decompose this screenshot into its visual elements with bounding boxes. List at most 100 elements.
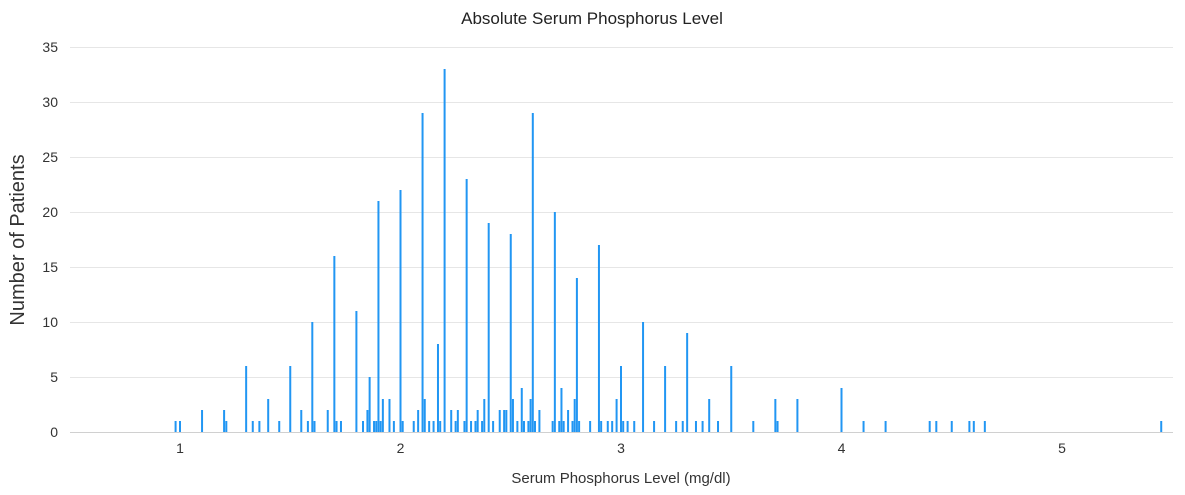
histogram-bar [487,223,490,432]
histogram-bar [573,399,576,432]
histogram-bar [633,421,636,432]
histogram-bar [463,421,466,432]
histogram-bar [694,421,697,432]
histogram-bar [289,366,292,432]
histogram-bar [840,388,843,432]
x-tick-label: 1 [176,440,184,456]
histogram-bar [470,421,473,432]
x-tick-label: 5 [1058,440,1066,456]
histogram-bar [509,234,512,432]
y-tick-label: 30 [42,94,58,110]
y-tick-label: 25 [42,149,58,165]
histogram-bar [562,421,565,432]
y-tick-label: 10 [42,314,58,330]
histogram-bar [983,421,986,432]
histogram-bar [423,399,426,432]
histogram-bar [615,399,618,432]
histogram-bar [774,399,777,432]
histogram-bar [567,410,570,432]
histogram-bar [333,256,336,432]
histogram-bar [225,421,228,432]
histogram-bar [456,410,459,432]
histogram-bar [179,421,181,432]
histogram-bar [439,421,442,432]
histogram-bar [935,421,938,432]
histogram-bar [412,421,415,432]
histogram-bar [377,201,380,432]
histogram-bar [928,421,931,432]
histogram-bar [381,399,384,432]
histogram-bar [335,421,338,432]
histogram-bar [538,410,541,432]
histogram-bar [520,388,523,432]
histogram-bar [454,421,457,432]
histogram-bar [531,113,534,432]
histogram-bar [366,410,369,432]
histogram-bar [339,421,342,432]
x-axis-title: Serum Phosphorus Level (mg/dl) [511,470,730,487]
histogram-bar [622,421,625,432]
histogram-bar [251,421,254,432]
histogram-bar [465,179,468,432]
histogram-bar [862,421,865,432]
x-axis-ticks: 1 2 3 4 5 [176,440,1066,456]
histogram-bar [481,421,484,432]
histogram-bar [245,366,248,432]
histogram-bar [362,421,365,432]
histogram-bar [511,399,514,432]
histogram-bar [527,421,530,432]
y-tick-label: 35 [42,39,58,55]
histogram-bar [589,421,592,432]
histogram-bar [534,421,536,432]
y-tick-label: 15 [42,259,58,275]
histogram-bar [553,212,556,432]
histogram-bar [681,421,684,432]
histogram-bar [505,410,508,432]
histogram-bar [311,322,314,432]
histogram-bar [730,366,733,432]
x-tick-label: 4 [838,440,846,456]
histogram-bar [300,410,303,432]
y-tick-label: 0 [50,424,58,440]
histogram-bar [436,344,439,432]
histogram-bar [664,366,667,432]
histogram-bar [578,421,581,432]
histogram-bar [474,421,477,432]
histogram-bar [373,421,376,432]
histogram-bar [522,421,525,432]
histogram-bar [796,399,799,432]
histogram-bar [417,410,420,432]
histogram-bar [642,322,645,432]
histogram-bar [776,421,779,432]
y-tick-label: 5 [50,369,58,385]
y-axis-ticks: 0 5 10 15 20 25 30 35 [42,39,58,440]
histogram-bar [201,410,204,432]
histogram-bar [450,410,453,432]
histogram-bar [401,421,404,432]
histogram-bar [653,421,656,432]
histogram-bar [600,421,603,432]
histogram-bar [611,421,614,432]
histogram-bar [428,421,431,432]
histogram-bar [306,421,309,432]
histogram-bar [972,421,975,432]
histogram-bar [708,399,711,432]
histogram-bar [223,410,226,432]
histogram-bar [575,278,578,432]
histogram-bar [421,113,424,432]
y-tick-label: 20 [42,204,58,220]
histogram-bar [560,388,563,432]
histogram-bar [267,399,270,432]
histogram-bar [355,311,358,432]
chart-title: Absolute Serum Phosphorus Level [461,9,723,28]
histogram-bar [950,421,953,432]
histogram-bar [392,421,395,432]
histogram-bar [571,421,574,432]
histogram-bar [278,421,281,432]
histogram-bar [476,410,479,432]
histogram-bar [313,421,316,432]
histogram-bar [375,421,378,432]
histogram-bar [498,410,501,432]
